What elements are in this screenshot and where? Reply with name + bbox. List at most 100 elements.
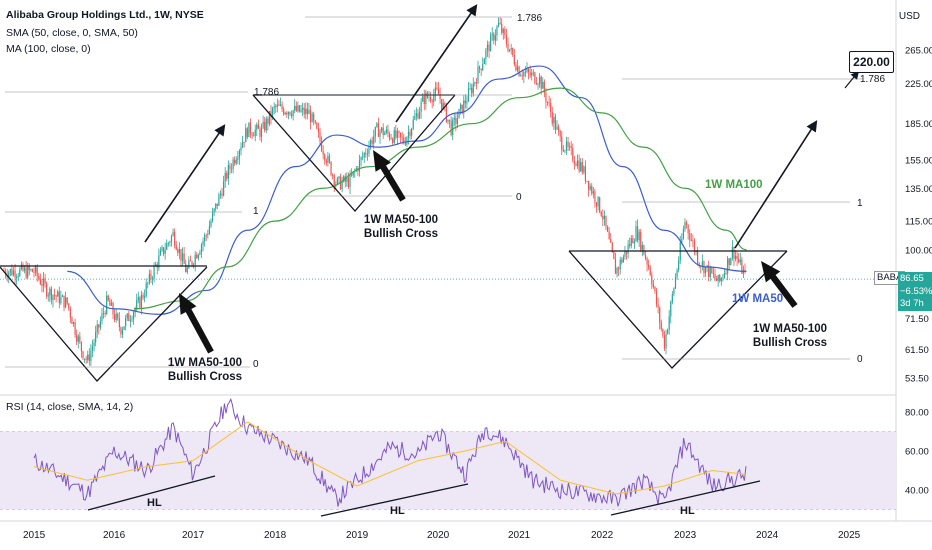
- candle-body: [483, 59, 485, 64]
- candle-body: [77, 336, 79, 342]
- candle-body: [578, 160, 580, 171]
- candle-body: [96, 324, 98, 333]
- rsi-axis-tick: 60.00: [905, 447, 929, 458]
- candle-body: [368, 146, 370, 154]
- candle-body: [376, 123, 378, 127]
- candle-body: [395, 130, 397, 138]
- cross-annotation-3-line1: 1W MA50-100: [752, 323, 828, 335]
- candle-body: [362, 156, 364, 158]
- candle-body: [88, 354, 90, 361]
- candle-body: [128, 313, 130, 322]
- candle-body: [629, 244, 631, 246]
- candle-body: [158, 255, 160, 268]
- time-axis-tick: 2016: [103, 530, 126, 541]
- chart-title[interactable]: Alibaba Group Holdings Ltd., 1W, NYSE: [6, 9, 204, 21]
- hl-trendline-3: [610, 480, 761, 516]
- candle-body: [216, 203, 218, 206]
- candle-body: [723, 272, 726, 278]
- candle-body: [542, 81, 544, 89]
- cross-annotation-3-line2: Bullish Cross: [752, 337, 828, 349]
- candle-body: [644, 254, 647, 259]
- price-axis-tick: 265.00: [905, 46, 932, 57]
- candle-body: [455, 117, 457, 124]
- candle-body: [663, 335, 666, 349]
- candle-body: [738, 259, 740, 263]
- sma50-legend[interactable]: SMA (50, close, 0, SMA, 50): [6, 27, 138, 39]
- candle-body: [83, 358, 86, 360]
- candle-body: [314, 120, 316, 123]
- candle-body: [630, 237, 632, 246]
- candle-body: [268, 111, 271, 124]
- candle-body: [379, 130, 381, 137]
- candle-body: [66, 297, 68, 304]
- candle-body: [199, 252, 201, 255]
- candle-body: [586, 180, 588, 182]
- candle-body: [305, 108, 307, 115]
- candle-body: [693, 240, 696, 252]
- candle-body: [701, 261, 703, 267]
- candle-body: [72, 322, 75, 324]
- candle-body: [120, 327, 122, 335]
- candle-body: [436, 87, 438, 89]
- candle-body: [30, 269, 32, 270]
- candle-body: [196, 254, 198, 259]
- candle-body: [8, 272, 10, 278]
- candle-body: [175, 245, 177, 250]
- candle-body: [162, 247, 165, 254]
- candle-body: [687, 225, 689, 234]
- rsi-legend[interactable]: RSI (14, close, SMA, 14, 2): [6, 401, 134, 413]
- candle-body: [632, 237, 634, 244]
- candle-body: [482, 63, 484, 71]
- candle-body: [115, 313, 117, 321]
- candle-body: [734, 255, 737, 259]
- candle-body: [369, 140, 372, 147]
- candle-body: [99, 321, 101, 328]
- candle-body: [466, 101, 468, 104]
- candle-body: [719, 275, 721, 282]
- ma100-legend[interactable]: MA (100, close, 0): [6, 43, 91, 55]
- candle-body: [649, 267, 651, 275]
- candle-body: [381, 127, 383, 131]
- candle-body: [297, 105, 299, 111]
- candle-body: [554, 116, 557, 130]
- candle-body: [717, 275, 719, 281]
- currency-label[interactable]: USD: [898, 11, 920, 22]
- candle-body: [453, 117, 455, 121]
- candle-body: [170, 235, 173, 243]
- candle-body: [153, 266, 155, 279]
- candle-body: [284, 112, 286, 115]
- candle-body: [722, 277, 724, 279]
- hl-trendline-2: [320, 483, 469, 517]
- ma100-label: 1W MA100: [705, 179, 763, 191]
- candle-body: [332, 175, 334, 176]
- candle-body: [38, 275, 40, 279]
- time-axis-tick: 2020: [427, 530, 450, 541]
- candle-body: [600, 211, 602, 216]
- candle-body: [290, 114, 293, 117]
- candle-body: [254, 129, 256, 137]
- candle-body: [588, 180, 590, 190]
- candle-body: [349, 174, 351, 188]
- candle-body: [58, 291, 60, 304]
- price-axis-tick: 71.50: [905, 314, 929, 325]
- candle-body: [730, 258, 732, 265]
- candle-body: [169, 242, 171, 244]
- candle-body: [643, 245, 645, 255]
- candle-body: [82, 351, 84, 359]
- candle-body: [474, 82, 476, 84]
- candle-body: [412, 119, 414, 129]
- candle-body: [420, 101, 422, 112]
- candle-body: [159, 250, 162, 256]
- candle-body: [202, 241, 204, 245]
- time-axis-tick: 2023: [674, 530, 697, 541]
- fib-label-1-c: 1: [857, 198, 863, 209]
- candle-body: [164, 249, 166, 254]
- candle-body: [648, 264, 650, 268]
- candle-body: [633, 241, 636, 244]
- candle-body: [232, 159, 234, 169]
- candle-body: [172, 232, 174, 236]
- candle-body: [104, 313, 106, 314]
- candle-body: [308, 109, 310, 115]
- candle-body: [456, 118, 459, 124]
